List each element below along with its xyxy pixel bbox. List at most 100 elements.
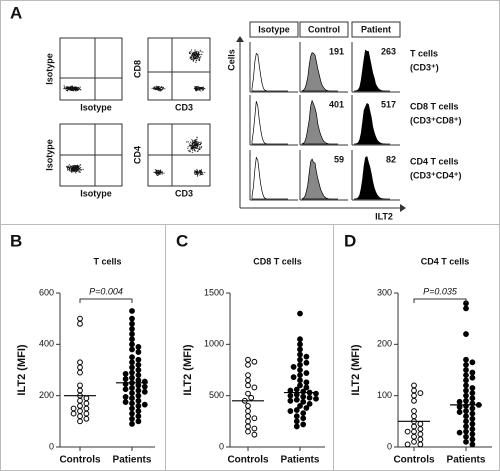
chart-title: T cells (93, 256, 121, 266)
event-dot (194, 86, 196, 88)
data-point (456, 409, 463, 415)
data-point (135, 403, 142, 409)
column-header-box (351, 21, 401, 38)
event-dot (200, 173, 202, 175)
event-dot (197, 171, 199, 173)
event-dot (73, 89, 75, 91)
event-dot (194, 147, 196, 149)
data-point (245, 413, 251, 420)
event-dot (194, 52, 196, 54)
event-dot (192, 52, 194, 54)
event-dot (66, 89, 68, 91)
event-dot (69, 86, 71, 88)
event-dot (67, 86, 69, 88)
event-dot (193, 146, 195, 148)
event-dot (160, 169, 162, 171)
event-dot (73, 89, 75, 91)
data-point (245, 382, 251, 389)
event-dot (72, 88, 74, 90)
event-dot (199, 171, 201, 173)
data-point (297, 356, 303, 363)
event-dot (67, 86, 69, 88)
event-dot (67, 169, 69, 171)
data-point (135, 413, 142, 420)
event-dot (70, 88, 72, 90)
event-dot (198, 144, 200, 146)
event-dot (68, 167, 70, 169)
event-dot (189, 56, 191, 58)
y-tick-label: 1500 (204, 287, 224, 297)
event-dot (159, 171, 161, 173)
event-dot (199, 87, 201, 89)
event-dot (65, 88, 67, 90)
event-dot (71, 88, 73, 90)
event-dot (195, 88, 197, 90)
event-dot (75, 87, 77, 89)
data-point (122, 386, 129, 393)
event-dot (68, 87, 70, 89)
data-point (77, 403, 83, 409)
event-dot (75, 165, 77, 167)
mfi-value: 82 (386, 154, 396, 164)
event-dot (68, 88, 70, 90)
data-point (245, 428, 251, 435)
row-sublabel: (CD3⁺CD8⁺) (410, 115, 462, 125)
event-dot (159, 172, 161, 174)
event-dot (201, 87, 203, 89)
event-dot (195, 86, 197, 88)
event-dot (159, 173, 161, 175)
row-label: T cells (410, 48, 438, 58)
column-header-box (249, 21, 299, 38)
event-dot (74, 169, 76, 171)
histogram (353, 102, 390, 145)
event-dot (196, 169, 198, 171)
event-dot (157, 87, 159, 89)
event-dot (77, 88, 79, 90)
data-point (245, 361, 251, 368)
data-point (135, 372, 142, 379)
event-dot (194, 150, 196, 152)
event-dot (77, 167, 79, 169)
event-dot (158, 88, 160, 90)
event-dot (192, 148, 194, 150)
data-point (83, 405, 90, 412)
event-dot (156, 88, 158, 90)
data-point (469, 431, 476, 438)
event-dot (189, 151, 191, 153)
dot-plot-box (59, 37, 123, 101)
data-point (303, 359, 310, 366)
event-dot (74, 164, 76, 166)
histogram (251, 52, 288, 92)
y-tick-label: 0 (49, 441, 54, 451)
data-point (303, 370, 310, 376)
data-point (469, 405, 476, 412)
event-dot (157, 172, 159, 174)
event-dot (78, 171, 80, 173)
event-dot (198, 51, 200, 53)
y-label: CD4 (132, 146, 142, 164)
event-dot (66, 167, 68, 169)
event-dot (198, 148, 200, 150)
data-point (251, 431, 258, 438)
event-dot (155, 171, 157, 173)
data-point (411, 397, 417, 404)
data-point (248, 394, 255, 401)
panel-label: B (10, 231, 22, 250)
event-dot (75, 166, 77, 168)
data-point (77, 413, 83, 420)
event-dot (199, 148, 201, 150)
event-dot (153, 171, 155, 173)
event-dot (197, 54, 199, 56)
event-dot (187, 148, 189, 150)
event-dot (202, 87, 204, 89)
data-point (313, 390, 319, 397)
event-dot (194, 173, 196, 175)
data-point (417, 421, 424, 427)
data-point (463, 428, 469, 435)
event-dot (196, 146, 198, 148)
data-point (70, 405, 77, 412)
data-point (245, 403, 251, 409)
event-dot (155, 86, 157, 88)
event-dot (79, 170, 81, 172)
event-dot (71, 171, 73, 173)
